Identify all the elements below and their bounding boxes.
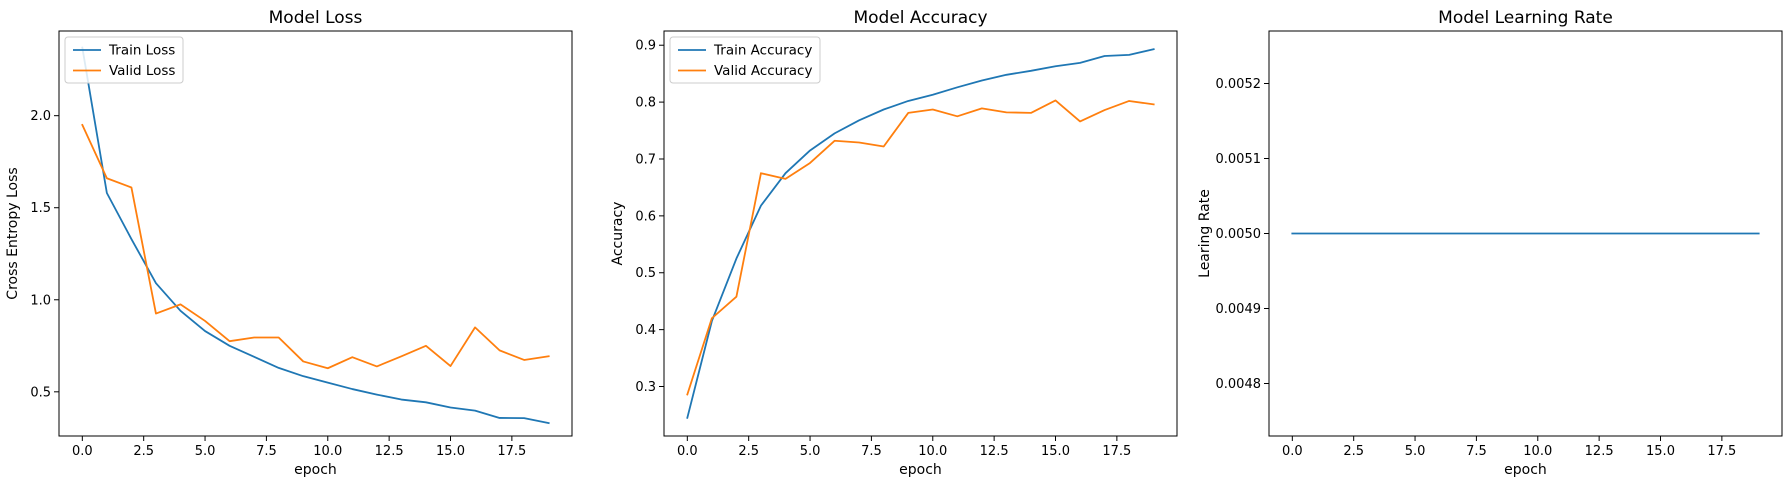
x-tick-label: 7.5 [256, 444, 277, 459]
x-tick-label: 0.0 [72, 444, 93, 459]
x-tick-label: 12.5 [375, 444, 404, 459]
axes-frame [58, 30, 573, 437]
x-tick-label: 17.5 [497, 444, 526, 459]
y-tick-label: 0.6 [635, 209, 656, 224]
x-tick-label: 7.5 [1466, 444, 1487, 459]
x-tick-label: 10.0 [313, 444, 342, 459]
x-tick-label: 2.5 [1343, 444, 1364, 459]
y-tick-label: 0.7 [635, 152, 656, 167]
legend-label: Train Accuracy [713, 43, 812, 59]
legend-box [669, 36, 821, 84]
x-axis-label: epoch [899, 462, 942, 478]
chart-panel-3: 0.0 2.5 5.0 7.5 10.0 12.5 15.0 17.5 0.0048 0.0049… [1197, 8, 1783, 478]
x-tick-label: 12.5 [1585, 444, 1614, 459]
y-tick-label: 0.0049 [1216, 302, 1262, 317]
x-tick-label: 0.0 [1282, 444, 1303, 459]
x-tick-label: 17.5 [1102, 444, 1131, 459]
y-tick-label: 0.9 [635, 39, 656, 54]
y-tick-label: 1.0 [30, 293, 51, 308]
y-tick-label: 0.0051 [1216, 152, 1262, 167]
legend-label: Valid Loss [109, 63, 175, 79]
chart-panel-1: 0.0 2.5 5.0 7.5 10.0 12.5 15.0 17.5 0.5 1.0 1.5 2.0… [5, 8, 573, 478]
y-tick-label: 0.8 [635, 96, 656, 111]
y-tick-label: 1.5 [30, 201, 51, 216]
chart-title: Model Loss [269, 8, 363, 28]
y-tick-label: 2.0 [30, 109, 51, 124]
series-line-train-accuracy [686, 48, 1155, 419]
x-tick-label: 2.5 [738, 444, 759, 459]
chart-title: Model Accuracy [853, 8, 987, 28]
x-tick-label: 5.0 [800, 444, 821, 459]
x-tick-label: 10.0 [1523, 444, 1552, 459]
x-tick-label: 5.0 [195, 444, 216, 459]
series-line-train-loss [81, 46, 550, 425]
y-axis-label: Learing Rate [1197, 189, 1213, 278]
x-tick-label: 5.0 [1405, 444, 1426, 459]
y-tick-label: 0.0052 [1216, 77, 1262, 92]
axes-frame [663, 30, 1178, 437]
y-tick-label: 0.0050 [1216, 227, 1262, 242]
legend-label: Valid Accuracy [714, 63, 812, 79]
x-axis-label: epoch [294, 462, 337, 478]
x-tick-label: 15.0 [1041, 444, 1070, 459]
legend-label: Train Loss [108, 43, 175, 59]
x-tick-label: 10.0 [918, 444, 947, 459]
y-tick-label: 0.3 [635, 380, 656, 395]
series-line-valid-loss [81, 123, 550, 370]
y-axis-label: Accuracy [610, 202, 626, 266]
y-tick-label: 0.4 [635, 323, 656, 338]
chart-panel-2: 0.0 2.5 5.0 7.5 10.0 12.5 15.0 17.5 0.3 0.4 0.5 0.6… [610, 8, 1178, 478]
y-tick-label: 0.5 [30, 385, 51, 400]
y-tick-label: 0.0048 [1216, 377, 1262, 392]
chart-title: Model Learning Rate [1438, 8, 1613, 28]
x-tick-label: 7.5 [861, 444, 882, 459]
x-tick-label: 2.5 [133, 444, 154, 459]
x-axis-label: epoch [1504, 462, 1547, 478]
x-tick-label: 15.0 [1646, 444, 1675, 459]
x-tick-label: 12.5 [980, 444, 1009, 459]
y-axis-label: Cross Entropy Loss [5, 167, 21, 299]
legend-box [64, 36, 184, 84]
x-tick-label: 0.0 [677, 444, 698, 459]
x-tick-label: 17.5 [1707, 444, 1736, 459]
y-tick-label: 0.5 [635, 266, 656, 281]
series-line-valid-accuracy [686, 99, 1155, 396]
x-tick-label: 15.0 [436, 444, 465, 459]
